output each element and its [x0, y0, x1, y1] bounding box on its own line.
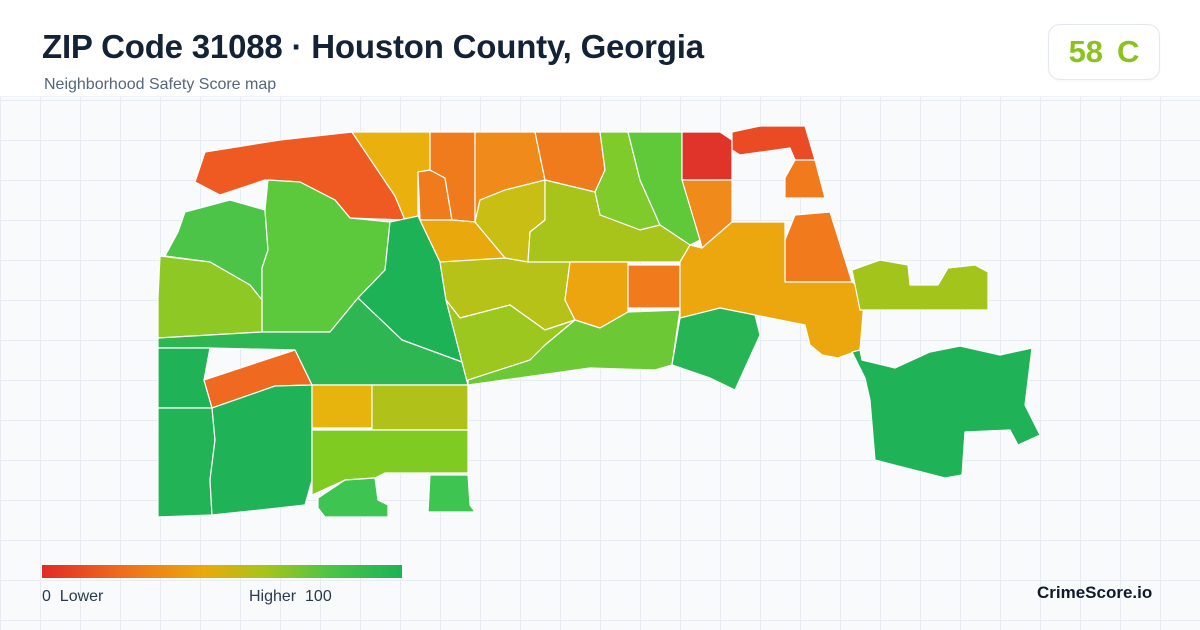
- s-tract-d[interactable]: [317, 477, 389, 518]
- ne-tract-east[interactable]: [784, 211, 853, 283]
- brand-logo-text[interactable]: CrimeScore.io: [1037, 583, 1153, 602]
- e-tract-b[interactable]: [671, 307, 761, 391]
- sw-tract-c[interactable]: [157, 407, 216, 518]
- e-tract-c[interactable]: [851, 259, 989, 311]
- safety-score-badge: 58 C: [1048, 24, 1160, 80]
- score-value: 58: [1068, 34, 1104, 69]
- legend-high-value: 100: [305, 588, 332, 605]
- ne-tract-strip[interactable]: [731, 125, 816, 161]
- page-subtitle: Neighborhood Safety Score map: [44, 76, 277, 93]
- s-tract-a[interactable]: [311, 384, 373, 429]
- legend-high-label: Higher: [249, 588, 297, 605]
- se-tract-a[interactable]: [851, 345, 1041, 479]
- c-tract-j[interactable]: [467, 309, 681, 386]
- legend-low-label: Lower: [59, 588, 104, 605]
- s-tract-c[interactable]: [311, 429, 469, 496]
- page-title: ZIP Code 31088 · Houston County, Georgia: [42, 28, 704, 65]
- header: ZIP Code 31088 · Houston County, Georgia…: [0, 0, 1200, 97]
- legend-high: Higher 100: [249, 588, 332, 606]
- c-tract-i[interactable]: [627, 264, 681, 309]
- sw-tract-d[interactable]: [209, 384, 313, 516]
- legend-low: 0 Lower: [42, 588, 103, 606]
- s-tract-e[interactable]: [427, 474, 476, 513]
- legend-low-value: 0: [42, 588, 51, 605]
- ne-tract-small[interactable]: [784, 159, 826, 199]
- w-tract-c[interactable]: [157, 255, 263, 339]
- score-grade: C: [1117, 34, 1140, 69]
- score-legend: [42, 565, 402, 578]
- sw-tract-a[interactable]: [157, 347, 213, 409]
- legend-gradient-bar: [42, 565, 402, 578]
- s-tract-b[interactable]: [371, 384, 469, 431]
- ne-tract-red[interactable]: [681, 131, 733, 181]
